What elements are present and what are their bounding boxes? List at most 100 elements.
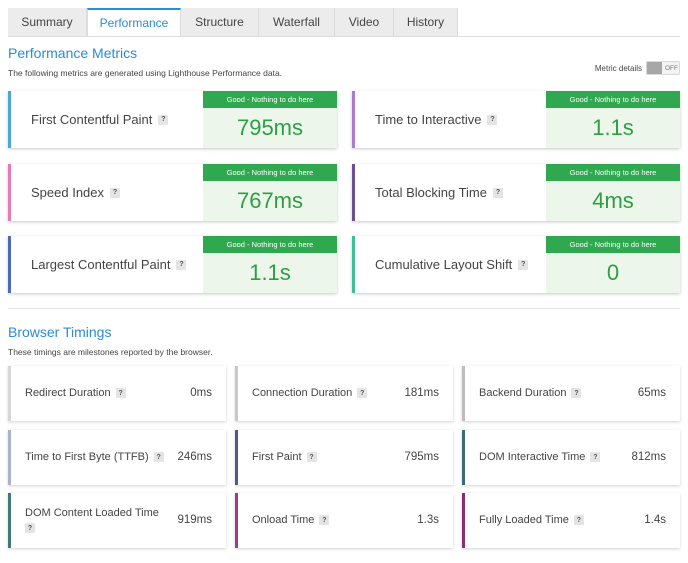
timing-label: Backend Duration [479,387,567,399]
timing-label-wrap: DOM Interactive Time? [479,451,601,463]
status-badge: Good - Nothing to do here [546,164,680,181]
metric-label: Largest Contentful Paint [31,257,171,272]
timing-card-fully-loaded-time: Fully Loaded Time? 1.4s [462,493,680,548]
metric-value: 0 [606,260,620,285]
status-badge: Good - Nothing to do here [203,164,337,181]
timing-card-ttfb: Time to First Byte (TTFB)? 246ms [8,430,226,485]
timing-value: 795ms [404,451,439,463]
help-icon[interactable]: ? [110,187,121,198]
status-badge: Good - Nothing to do here [546,91,680,108]
metric-value: 767ms [236,188,304,213]
toggle-state-text: OFF [665,64,678,72]
toggle-knob [647,62,662,74]
metric-value: 1.1s [592,115,634,140]
metric-value-box: Good - Nothing to do here 1.1s [546,91,680,148]
timing-card-dom-content-loaded-time: DOM Content Loaded Time? 919ms [8,493,226,548]
metric-details-toggle[interactable]: OFF [646,61,680,75]
metric-details-label: Metric details [594,63,642,73]
tab-video[interactable]: Video [335,8,394,36]
help-icon[interactable]: ? [158,114,169,125]
timing-card-onload-time: Onload Time? 1.3s [235,493,453,548]
help-icon[interactable]: ? [115,388,126,399]
timing-value: 181ms [404,387,439,399]
timing-label-wrap: Backend Duration? [479,387,582,399]
timing-label: Time to First Byte (TTFB) [25,451,149,463]
metric-value-box: Good - Nothing to do here 795ms [203,91,337,148]
timing-label-wrap: Time to First Byte (TTFB)? [25,451,164,463]
metric-card-largest-contentful-paint: Largest Contentful Paint ? Good - Nothin… [8,236,337,293]
metric-card-time-to-interactive: Time to Interactive ? Good - Nothing to … [352,91,680,148]
metric-value-box: Good - Nothing to do here 767ms [203,164,337,221]
timing-value: 65ms [637,387,666,399]
metric-card-first-contentful-paint: First Contentful Paint ? Good - Nothing … [8,91,337,148]
metric-label-wrap: Speed Index ? [31,185,121,200]
help-icon[interactable]: ? [571,388,582,399]
metric-label-wrap: Time to Interactive ? [375,112,498,127]
help-icon[interactable]: ? [590,452,601,463]
tab-structure[interactable]: Structure [181,8,259,36]
metric-value: 1.1s [249,260,291,285]
timing-value: 919ms [177,514,212,526]
status-badge: Good - Nothing to do here [203,91,337,108]
metric-card-cumulative-layout-shift: Cumulative Layout Shift ? Good - Nothing… [352,236,680,293]
help-icon[interactable]: ? [153,452,164,463]
timing-card-backend-duration: Backend Duration? 65ms [462,366,680,421]
timing-label: Onload Time [252,514,315,526]
metric-card-speed-index: Speed Index ? Good - Nothing to do here … [8,164,337,221]
status-badge: Good - Nothing to do here [546,236,680,253]
metric-value-box: Good - Nothing to do here 0 [546,236,680,293]
help-icon[interactable]: ? [487,114,498,125]
section-divider [8,308,680,309]
timing-label: Fully Loaded Time [479,514,569,526]
help-icon[interactable]: ? [319,515,330,526]
metric-details-control: Metric details OFF [595,61,680,75]
help-icon[interactable]: ? [25,523,35,534]
performance-metrics-title: Performance Metrics [8,45,138,61]
browser-timings-description: These timings are milestones reported by… [8,347,213,357]
tab-bar: Summary Performance Structure Waterfall … [8,8,458,36]
metric-label-wrap: Largest Contentful Paint ? [31,257,187,272]
help-icon[interactable]: ? [176,259,187,270]
tab-summary[interactable]: Summary [8,8,87,36]
metric-label: First Contentful Paint [31,112,153,127]
timing-label-wrap: DOM Content Loaded Time? [25,506,175,536]
help-icon[interactable]: ? [573,515,584,526]
help-icon[interactable]: ? [518,259,529,270]
tab-waterfall[interactable]: Waterfall [259,8,335,36]
timing-value: 812ms [631,451,666,463]
timing-label: Connection Duration [252,387,353,399]
metric-label: Time to Interactive [375,112,482,127]
timing-value: 1.4s [644,514,666,526]
timing-value: 1.3s [417,514,439,526]
tab-history[interactable]: History [394,8,458,36]
performance-metrics-description: The following metrics are generated usin… [8,68,283,78]
timing-label-wrap: Onload Time? [252,514,330,526]
timing-label: DOM Content Loaded Time [25,507,159,519]
metric-label: Speed Index [31,185,105,200]
timing-label-wrap: Redirect Duration? [25,387,126,399]
browser-timings-title: Browser Timings [8,324,112,340]
metric-label: Total Blocking Time [375,185,487,200]
help-icon[interactable]: ? [493,187,503,198]
status-badge: Good - Nothing to do here [203,236,337,253]
metric-label-wrap: Total Blocking Time ? [375,185,503,200]
tab-performance[interactable]: Performance [87,8,181,36]
metric-value-box: Good - Nothing to do here 4ms [546,164,680,221]
help-icon[interactable]: ? [357,388,368,399]
metric-label-wrap: Cumulative Layout Shift ? [375,257,529,272]
metric-card-total-blocking-time: Total Blocking Time ? Good - Nothing to … [352,164,680,221]
timing-label-wrap: Fully Loaded Time? [479,514,584,526]
timing-card-connection-duration: Connection Duration? 181ms [235,366,453,421]
metric-value-box: Good - Nothing to do here 1.1s [203,236,337,293]
metric-value: 795ms [236,115,304,140]
timing-label: First Paint [252,451,302,463]
help-icon[interactable]: ? [306,452,317,463]
tab-underline [8,36,680,37]
metric-value: 4ms [592,188,634,213]
timing-label: Redirect Duration [25,387,111,399]
metric-label: Cumulative Layout Shift [375,257,513,272]
timing-label: DOM Interactive Time [479,451,586,463]
timing-card-first-paint: First Paint? 795ms [235,430,453,485]
timing-value: 246ms [177,451,212,463]
timing-label-wrap: Connection Duration? [252,387,368,399]
